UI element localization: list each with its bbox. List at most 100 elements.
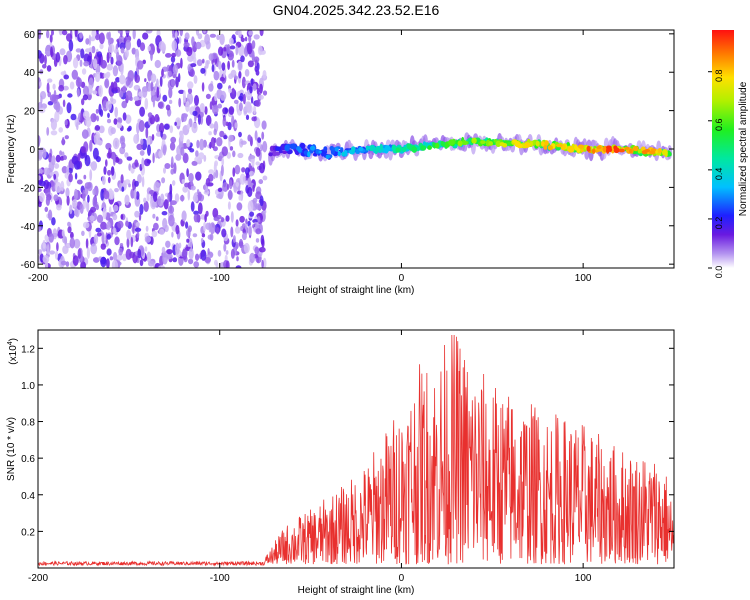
noise-blob <box>120 63 124 76</box>
noise-blob <box>189 148 195 153</box>
noise-blob <box>82 94 88 101</box>
noise-blob <box>191 36 195 47</box>
noise-blob <box>114 156 120 163</box>
noise-blob <box>101 232 105 244</box>
noise-blob <box>220 164 224 177</box>
noise-blob <box>183 42 190 48</box>
colorbar-gradient <box>712 30 734 268</box>
noise-blob <box>69 237 76 249</box>
noise-blob <box>136 143 143 150</box>
signal-track-point <box>606 145 612 150</box>
y-tick-label: 60 <box>24 30 36 41</box>
noise-blob <box>116 122 122 129</box>
noise-blob <box>61 229 65 237</box>
noise-blob <box>165 53 172 58</box>
noise-blob <box>190 63 197 68</box>
noise-blob <box>124 179 131 185</box>
noise-blob <box>155 182 161 187</box>
noise-blob <box>119 74 126 85</box>
noise-blob <box>45 188 51 197</box>
noise-blob <box>80 48 85 59</box>
noise-blob <box>241 167 246 173</box>
noise-blob <box>115 77 121 83</box>
noise-blob <box>130 236 134 248</box>
noise-blob <box>42 64 47 69</box>
noise-blob <box>90 243 98 255</box>
noise-blob <box>141 176 145 188</box>
noise-blob <box>46 244 50 256</box>
noise-blob <box>159 76 163 87</box>
noise-blob <box>248 170 255 177</box>
noise-blob <box>215 227 220 235</box>
noise-blob <box>109 256 114 261</box>
noise-blob <box>217 82 223 90</box>
noise-blob <box>239 173 246 185</box>
noise-blob <box>144 246 148 252</box>
noise-blob <box>153 191 158 202</box>
noise-blob <box>238 71 242 79</box>
signal-track-point <box>435 142 440 149</box>
noise-blob <box>152 213 156 219</box>
signal-track-point <box>480 140 486 145</box>
noise-blob <box>100 256 107 268</box>
noise-blob <box>110 190 115 200</box>
noise-blob <box>124 49 129 58</box>
noise-blob <box>235 219 239 227</box>
noise-blob <box>67 221 71 227</box>
noise-blob <box>148 190 155 195</box>
noise-blob <box>83 174 87 180</box>
noise-blob <box>93 234 99 245</box>
noise-blob <box>171 231 174 238</box>
noise-blob <box>258 162 265 174</box>
signal-track-point <box>420 145 427 151</box>
noise-blob <box>144 235 152 243</box>
noise-blob <box>125 248 132 260</box>
noise-blob <box>84 154 91 167</box>
noise-blob <box>118 35 125 45</box>
noise-blob <box>119 243 124 247</box>
signal-track-point <box>644 149 650 153</box>
signal-track-point <box>315 148 320 155</box>
noise-blob <box>255 191 262 200</box>
spectrogram-heatmap <box>38 30 673 268</box>
noise-blob <box>81 129 89 139</box>
noise-blob <box>244 36 248 42</box>
y-tick-label: 1.2 <box>21 344 35 355</box>
signal-track-point <box>340 147 344 153</box>
noise-blob <box>74 30 78 38</box>
noise-blob <box>134 159 139 167</box>
noise-blob <box>161 211 168 216</box>
noise-blob <box>165 104 171 111</box>
noise-blob <box>95 156 101 163</box>
noise-blob <box>240 55 245 63</box>
signal-track-point <box>318 150 322 154</box>
noise-blob <box>38 168 43 175</box>
noise-blob <box>152 95 156 108</box>
signal-track-point <box>507 141 513 146</box>
noise-blob <box>118 247 123 256</box>
noise-blob <box>187 189 191 201</box>
noise-blob <box>217 187 223 192</box>
noise-blob <box>102 207 107 220</box>
noise-blob <box>63 155 67 161</box>
noise-blob <box>262 70 267 79</box>
noise-blob <box>76 121 79 131</box>
noise-blob <box>236 202 243 211</box>
noise-blob <box>238 131 242 138</box>
noise-blob <box>66 195 70 206</box>
noise-blob <box>165 240 171 248</box>
noise-blob <box>161 246 166 254</box>
noise-blob <box>117 220 124 229</box>
noise-blob <box>246 172 250 179</box>
noise-blob <box>172 64 178 75</box>
noise-blob <box>112 137 120 150</box>
noise-blob <box>186 238 190 243</box>
noise-blob <box>182 90 186 102</box>
signal-track-point <box>517 143 523 149</box>
noise-blob <box>255 99 261 107</box>
noise-blob <box>195 253 200 261</box>
noise-blob <box>89 139 93 152</box>
noise-blob <box>181 113 188 118</box>
signal-track-point <box>440 141 445 146</box>
noise-blob <box>117 30 122 34</box>
